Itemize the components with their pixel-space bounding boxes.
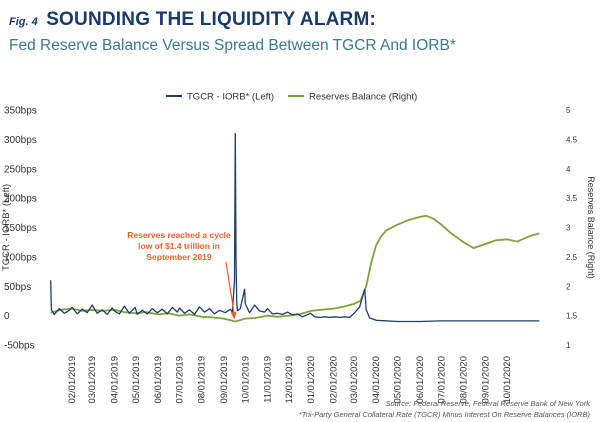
x-tick-label: 08/01/2020	[458, 356, 469, 404]
x-tick-label: 09/01/2019	[219, 356, 230, 404]
x-tick-label: 07/01/2020	[436, 356, 447, 404]
legend-label-reserves: Reserves Balance (Right)	[309, 92, 417, 103]
y-left-axis-label: TGCR - IORB* (Left)	[1, 184, 12, 271]
y-left-tick-label: 250bps	[4, 164, 37, 175]
y-left-tick-label: 200bps	[4, 194, 37, 205]
x-tick-label: 04/01/2020	[371, 356, 382, 404]
x-tick-label: 07/01/2019	[174, 356, 185, 404]
x-tick-label: 10/01/2019	[240, 356, 251, 404]
x-tick-label: 03/01/2020	[349, 356, 360, 404]
x-tick-label: 09/01/2020	[481, 356, 492, 404]
x-tick-label: 02/01/2020	[328, 356, 339, 404]
title-line: Fig. 4 SOUNDING THE LIQUIDITY ALARM:	[9, 8, 594, 32]
figure-label: Fig. 4	[9, 16, 38, 28]
chart-title: SOUNDING THE LIQUIDITY ALARM:	[46, 9, 377, 30]
x-tick-label: 05/01/2019	[131, 356, 142, 404]
y-left-tick-label: 300bps	[4, 135, 37, 146]
chart-subtitle: Fed Reserve Balance Versus Spread Betwee…	[9, 37, 456, 54]
y-left-tick-label: 100bps	[4, 252, 37, 263]
y-left-tick-label: 50bps	[4, 282, 31, 293]
x-tick-label: 06/01/2020	[415, 356, 426, 404]
y-right-tick-label: 1.5	[566, 312, 578, 321]
y-right-tick-label: 4	[566, 165, 571, 174]
x-tick-label: 06/01/2019	[153, 356, 164, 404]
x-tick-label: 03/01/2019	[87, 356, 98, 404]
annotation-text: low of $1.4 trillion in	[138, 241, 220, 251]
y-left-tick-label: 350bps	[4, 106, 37, 117]
x-tick-label: 11/01/2019	[262, 356, 273, 403]
y-left-tick-label: 150bps	[4, 223, 37, 234]
y-right-tick-label: 1	[566, 341, 571, 350]
x-tick-label: 01/01/2020	[306, 356, 317, 404]
x-tick-label: 12/01/2019	[284, 356, 295, 404]
y-right-tick-label: 3.5	[566, 194, 578, 203]
x-tick-label: 04/01/2019	[109, 356, 120, 404]
annotation-text: September 2019	[146, 252, 211, 262]
x-tick-label: 08/01/2019	[197, 356, 208, 404]
chart-header: Fig. 4 SOUNDING THE LIQUIDITY ALARM: Fed…	[9, 8, 594, 55]
y-right-tick-label: 4.5	[566, 135, 578, 144]
footnote: *Trii-Party General Collateral Rate (TGC…	[298, 410, 590, 419]
y-right-axis-label: Reserves Balance (Right)	[586, 176, 596, 279]
annotation-text: Reserves reached a cycle	[127, 230, 231, 240]
y-right-tick-label: 5	[566, 106, 571, 115]
y-right-tick-label: 2	[566, 282, 571, 291]
legend-label-spread: TGCR - IORB* (Left)	[187, 92, 274, 103]
y-right-tick-label: 3	[566, 224, 571, 233]
y-left-tick-label: -50bps	[4, 341, 35, 352]
y-left-tick-label: 0	[4, 311, 10, 322]
x-tick-label: 05/01/2020	[393, 356, 404, 404]
series-line-spread	[50, 132, 540, 323]
x-tick-label: 02/01/2019	[67, 356, 78, 404]
series-line-reserves	[50, 214, 540, 323]
annotation-arrowhead	[230, 312, 237, 320]
source-note: Source: Federal Reserve, Federal Reserve…	[385, 399, 590, 408]
y-right-tick-label: 2.5	[566, 253, 578, 262]
annotation-arrow-line	[225, 261, 235, 315]
x-tick-label: 10/01/2020	[502, 356, 513, 404]
